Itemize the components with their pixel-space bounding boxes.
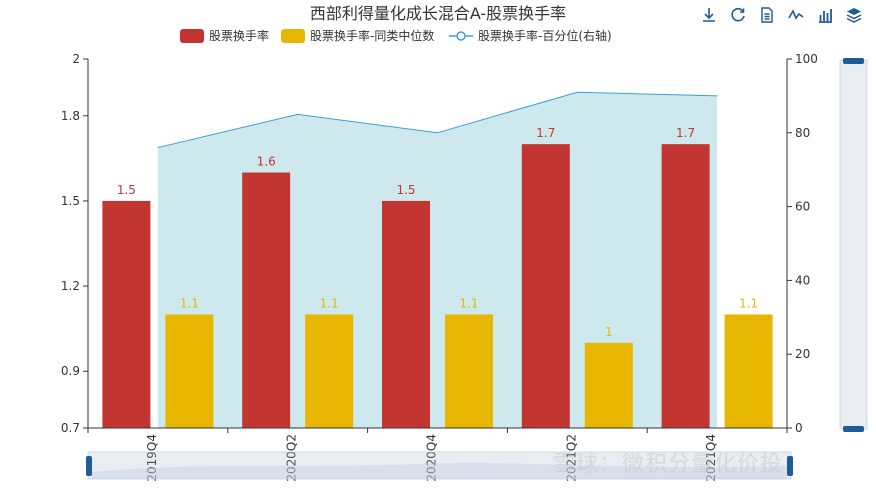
bar-median-2021Q4 [724,314,773,428]
x-tick-label-2020Q4: 2020Q4 [425,434,439,482]
x-tick-label-2020Q2: 2020Q2 [285,434,299,482]
bar-turnover-2021Q2 [521,144,570,428]
y-right-tick-label: 100 [795,52,818,66]
data-label-turnover-2019Q4: 1.5 [117,183,136,197]
stack-icon[interactable] [845,6,863,24]
y-left-tick-label: 0.9 [61,364,80,378]
zoom-slider-x-preview [92,463,787,479]
bar-median-2021Q2 [584,342,633,428]
bar-turnover-2021Q4 [661,144,710,428]
download-icon[interactable] [700,6,718,24]
zoom-slider-x-handle-right [787,456,793,476]
chart-toolbar [700,6,863,26]
bar-turnover-2020Q2 [242,172,291,428]
legend-label-3: 股票换手率-百分位(右轴) [478,28,612,43]
chart-title: 西部利得量化成长混合A-股票换手率 [310,4,566,23]
percentile-area [157,92,718,429]
percentile-point-2021Q4 [716,95,718,97]
data-label-turnover-2020Q4: 1.5 [396,183,415,197]
percentile-point-2019Q4 [157,147,159,149]
data-label-median-2020Q2: 1.1 [320,296,339,310]
zoom-slider-y-handle-top [843,58,864,64]
bar-median-2020Q4 [445,314,493,428]
legend-swatch-marker [456,31,466,41]
y-left-tick-label: 1.2 [61,279,80,293]
x-tick-label-2019Q4: 2019Q4 [145,434,159,482]
y-left-tick-label: 0.7 [61,421,80,435]
legend-swatch-2 [281,29,305,43]
data-label-median-2019Q4: 1.1 [180,296,199,310]
percentile-point-2020Q2 [297,113,299,115]
zoom-slider-y-window [840,60,867,429]
bar-median-2020Q2 [305,314,354,428]
data-label-turnover-2020Q2: 1.6 [257,155,276,169]
y-right-tick-label: 20 [795,347,810,361]
zoom-slider-x-handle-left [86,456,92,476]
watermark: 雪球：微积分量化价投 [553,452,784,477]
percentile-point-2020Q4 [437,132,438,134]
x-tick-label-2021Q2: 2021Q2 [564,434,578,482]
bar-turnover-2020Q4 [382,200,430,428]
x-tick-label-2021Q4: 2021Q4 [704,434,718,482]
line-chart-icon[interactable] [787,6,805,24]
data-label-median-2021Q4: 1.1 [739,296,758,310]
legend-swatch-1 [180,29,204,43]
bar-median-2019Q4 [165,314,214,428]
data-label-turnover-2021Q2: 1.7 [536,126,555,140]
y-left-tick-label: 2 [72,52,80,66]
legend-label-2: 股票换手率-同类中位数 [310,28,434,43]
legend-label-1: 股票换手率 [209,28,269,43]
zoom-slider-y-handle-bottom [843,426,864,432]
y-left-tick-label: 1.5 [61,194,80,208]
bar-turnover-2019Q4 [102,200,151,428]
data-view-icon[interactable] [758,6,776,24]
zoom-slider-x-window [88,452,791,479]
data-label-turnover-2021Q4: 1.7 [676,126,695,140]
bar-chart-icon[interactable] [816,6,834,24]
y-right-tick-label: 40 [795,273,810,287]
data-label-median-2020Q4: 1.1 [459,296,478,310]
y-right-tick-label: 80 [795,126,810,140]
data-label-median-2021Q2: 1 [605,325,613,339]
percentile-point-2021Q2 [576,91,578,93]
y-right-tick-label: 60 [795,200,810,214]
y-left-tick-label: 1.8 [61,109,80,123]
refresh-icon[interactable] [729,6,747,24]
y-right-tick-label: 0 [795,421,803,435]
